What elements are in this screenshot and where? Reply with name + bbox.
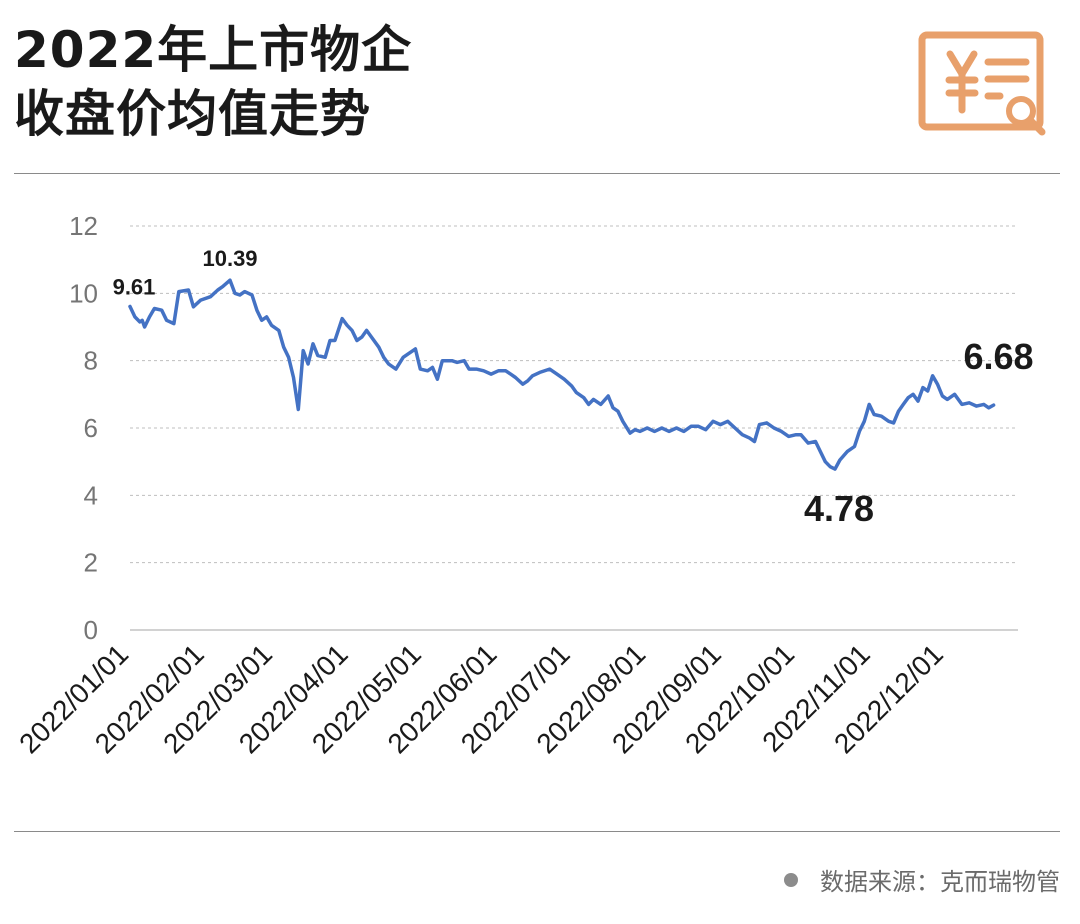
series-line	[128, 278, 996, 471]
data-source-text: 数据来源：克而瑞物管	[820, 868, 1060, 896]
data-label: 6.68	[964, 336, 1034, 377]
y-tick-label: 2	[84, 548, 98, 578]
y-tick-label: 12	[69, 211, 98, 241]
page-title: 2022年上市物企 收盘价均值走势	[14, 18, 412, 146]
data-label: 9.61	[113, 274, 156, 299]
line-chart: 0246810122022/01/012022/02/012022/03/012…	[13, 211, 1034, 759]
header-divider	[14, 173, 1060, 174]
y-tick-label: 4	[84, 480, 98, 510]
data-label: 10.39	[202, 246, 257, 271]
data-label: 4.78	[804, 488, 874, 529]
yuan-document-search-icon	[918, 31, 1046, 136]
dot-icon	[784, 872, 798, 887]
title-line-2: 收盘价均值走势	[14, 85, 371, 143]
title-line-1: 2022年上市物企	[14, 21, 413, 79]
y-tick-label: 10	[69, 278, 98, 308]
y-tick-label: 8	[84, 346, 98, 376]
footer-divider	[14, 831, 1060, 832]
y-tick-label: 6	[84, 413, 98, 443]
y-tick-label: 0	[84, 615, 98, 645]
data-source: 数据来源：克而瑞物管	[784, 862, 1060, 897]
